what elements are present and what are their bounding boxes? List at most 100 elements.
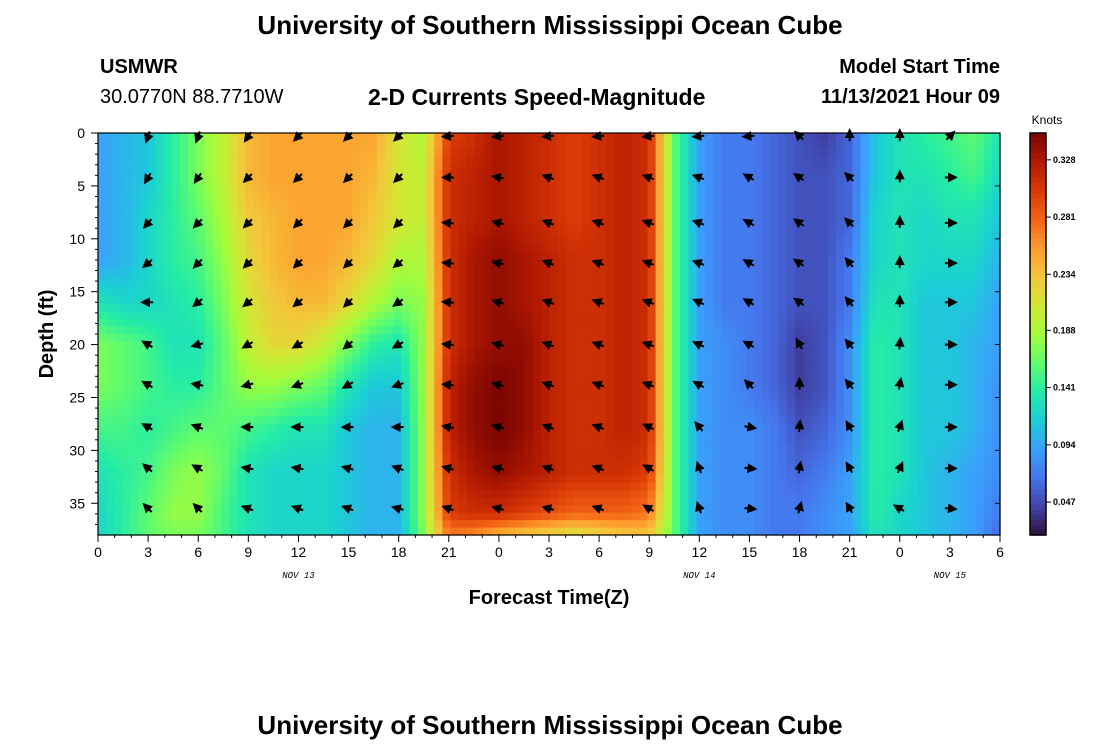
heatmap-cell bbox=[376, 460, 386, 469]
heatmap-cell bbox=[319, 140, 329, 149]
heatmap-cell bbox=[893, 177, 903, 186]
heatmap-cell bbox=[204, 244, 214, 253]
heatmap-cell bbox=[704, 192, 714, 201]
heatmap-cell bbox=[713, 140, 722, 149]
heatmap-cell bbox=[130, 200, 140, 209]
heatmap-cell bbox=[352, 177, 361, 186]
heatmap-cell bbox=[852, 363, 862, 372]
heatmap-cell bbox=[803, 177, 812, 186]
heatmap-cell bbox=[819, 207, 829, 216]
heatmap-cell bbox=[991, 140, 1001, 149]
heatmap-cell bbox=[631, 415, 640, 424]
heatmap-cell bbox=[245, 430, 255, 439]
heatmap-cell bbox=[376, 319, 386, 328]
heatmap-cell bbox=[360, 147, 370, 156]
heatmap-cell bbox=[721, 341, 730, 350]
heatmap-cell bbox=[106, 460, 115, 469]
heatmap-cell bbox=[458, 170, 468, 179]
heatmap-cell bbox=[450, 170, 460, 179]
heatmap-cell bbox=[114, 162, 124, 171]
heatmap-cell bbox=[434, 341, 443, 350]
heatmap-cell bbox=[368, 348, 378, 357]
heatmap-cell bbox=[130, 214, 140, 223]
heatmap-cell bbox=[409, 334, 419, 343]
heatmap-cell bbox=[647, 401, 657, 410]
heatmap-cell bbox=[106, 214, 115, 223]
heatmap-cell bbox=[967, 177, 976, 186]
heatmap-cell bbox=[934, 386, 944, 395]
heatmap-cell bbox=[262, 356, 271, 365]
heatmap-cell bbox=[909, 222, 919, 231]
heatmap-cell bbox=[450, 341, 460, 350]
heatmap-cell bbox=[360, 430, 370, 439]
heatmap-cell bbox=[401, 386, 411, 395]
heatmap-cell bbox=[368, 371, 378, 380]
heatmap-cell bbox=[458, 140, 468, 149]
heatmap-cell bbox=[983, 207, 993, 216]
heatmap-cell bbox=[344, 185, 353, 194]
heatmap-cell bbox=[868, 229, 878, 238]
heatmap-cell bbox=[803, 378, 812, 387]
heatmap-cell bbox=[212, 408, 222, 417]
heatmap-cell bbox=[540, 274, 550, 283]
heatmap-cell bbox=[729, 430, 739, 439]
heatmap-cell bbox=[983, 311, 993, 320]
heatmap-cell bbox=[663, 304, 673, 313]
heatmap-cell bbox=[212, 341, 222, 350]
heatmap-cell bbox=[737, 438, 747, 447]
heatmap-cell bbox=[221, 386, 230, 395]
heatmap-cell bbox=[467, 445, 476, 454]
heatmap-cell bbox=[286, 415, 296, 424]
heatmap-cell bbox=[483, 438, 493, 447]
heatmap-cell bbox=[278, 229, 288, 238]
heatmap-cell bbox=[934, 348, 944, 357]
heatmap-cell bbox=[417, 296, 427, 305]
heatmap-cell bbox=[434, 326, 443, 335]
heatmap-cell bbox=[680, 304, 689, 313]
heatmap-cell bbox=[926, 140, 935, 149]
heatmap-cell bbox=[737, 296, 747, 305]
heatmap-cell bbox=[557, 133, 566, 142]
heatmap-cell bbox=[827, 147, 837, 156]
heatmap-cell bbox=[786, 155, 796, 164]
heatmap-cell bbox=[573, 423, 583, 432]
heatmap-cell bbox=[524, 363, 534, 372]
heatmap-cell bbox=[344, 237, 353, 246]
heatmap-cell bbox=[573, 252, 583, 261]
heatmap-cell bbox=[270, 244, 279, 253]
heatmap-cell bbox=[532, 311, 542, 320]
heatmap-cell bbox=[98, 200, 107, 209]
heatmap-cell bbox=[401, 438, 411, 447]
heatmap-cell bbox=[212, 445, 222, 454]
heatmap-cell bbox=[262, 281, 271, 290]
heatmap-cell bbox=[926, 326, 935, 335]
heatmap-cell bbox=[114, 363, 124, 372]
heatmap-cell bbox=[171, 207, 181, 216]
heatmap-cell bbox=[565, 222, 575, 231]
heatmap-cell bbox=[573, 140, 583, 149]
heatmap-cell bbox=[614, 147, 624, 156]
heatmap-cell bbox=[352, 445, 361, 454]
heatmap-cell bbox=[803, 415, 812, 424]
heatmap-cell bbox=[918, 229, 927, 238]
heatmap-cell bbox=[253, 237, 263, 246]
heatmap-cell bbox=[901, 348, 911, 357]
heatmap-cell bbox=[844, 289, 853, 298]
heatmap-cell bbox=[122, 296, 132, 305]
heatmap-cell bbox=[450, 408, 460, 417]
heatmap-cell bbox=[253, 244, 263, 253]
heatmap-cell bbox=[754, 177, 763, 186]
heatmap-cell bbox=[417, 378, 427, 387]
heatmap-cell bbox=[393, 453, 402, 462]
heatmap-cell bbox=[885, 155, 894, 164]
heatmap-cell bbox=[212, 356, 222, 365]
heatmap-cell bbox=[532, 229, 542, 238]
heatmap-cell bbox=[934, 438, 944, 447]
heatmap-cell bbox=[770, 378, 780, 387]
heatmap-cell bbox=[508, 177, 517, 186]
heatmap-cell bbox=[98, 170, 107, 179]
heatmap-cell bbox=[262, 192, 271, 201]
heatmap-cell bbox=[909, 147, 919, 156]
heatmap-cell bbox=[335, 133, 345, 142]
heatmap-cell bbox=[426, 423, 435, 432]
